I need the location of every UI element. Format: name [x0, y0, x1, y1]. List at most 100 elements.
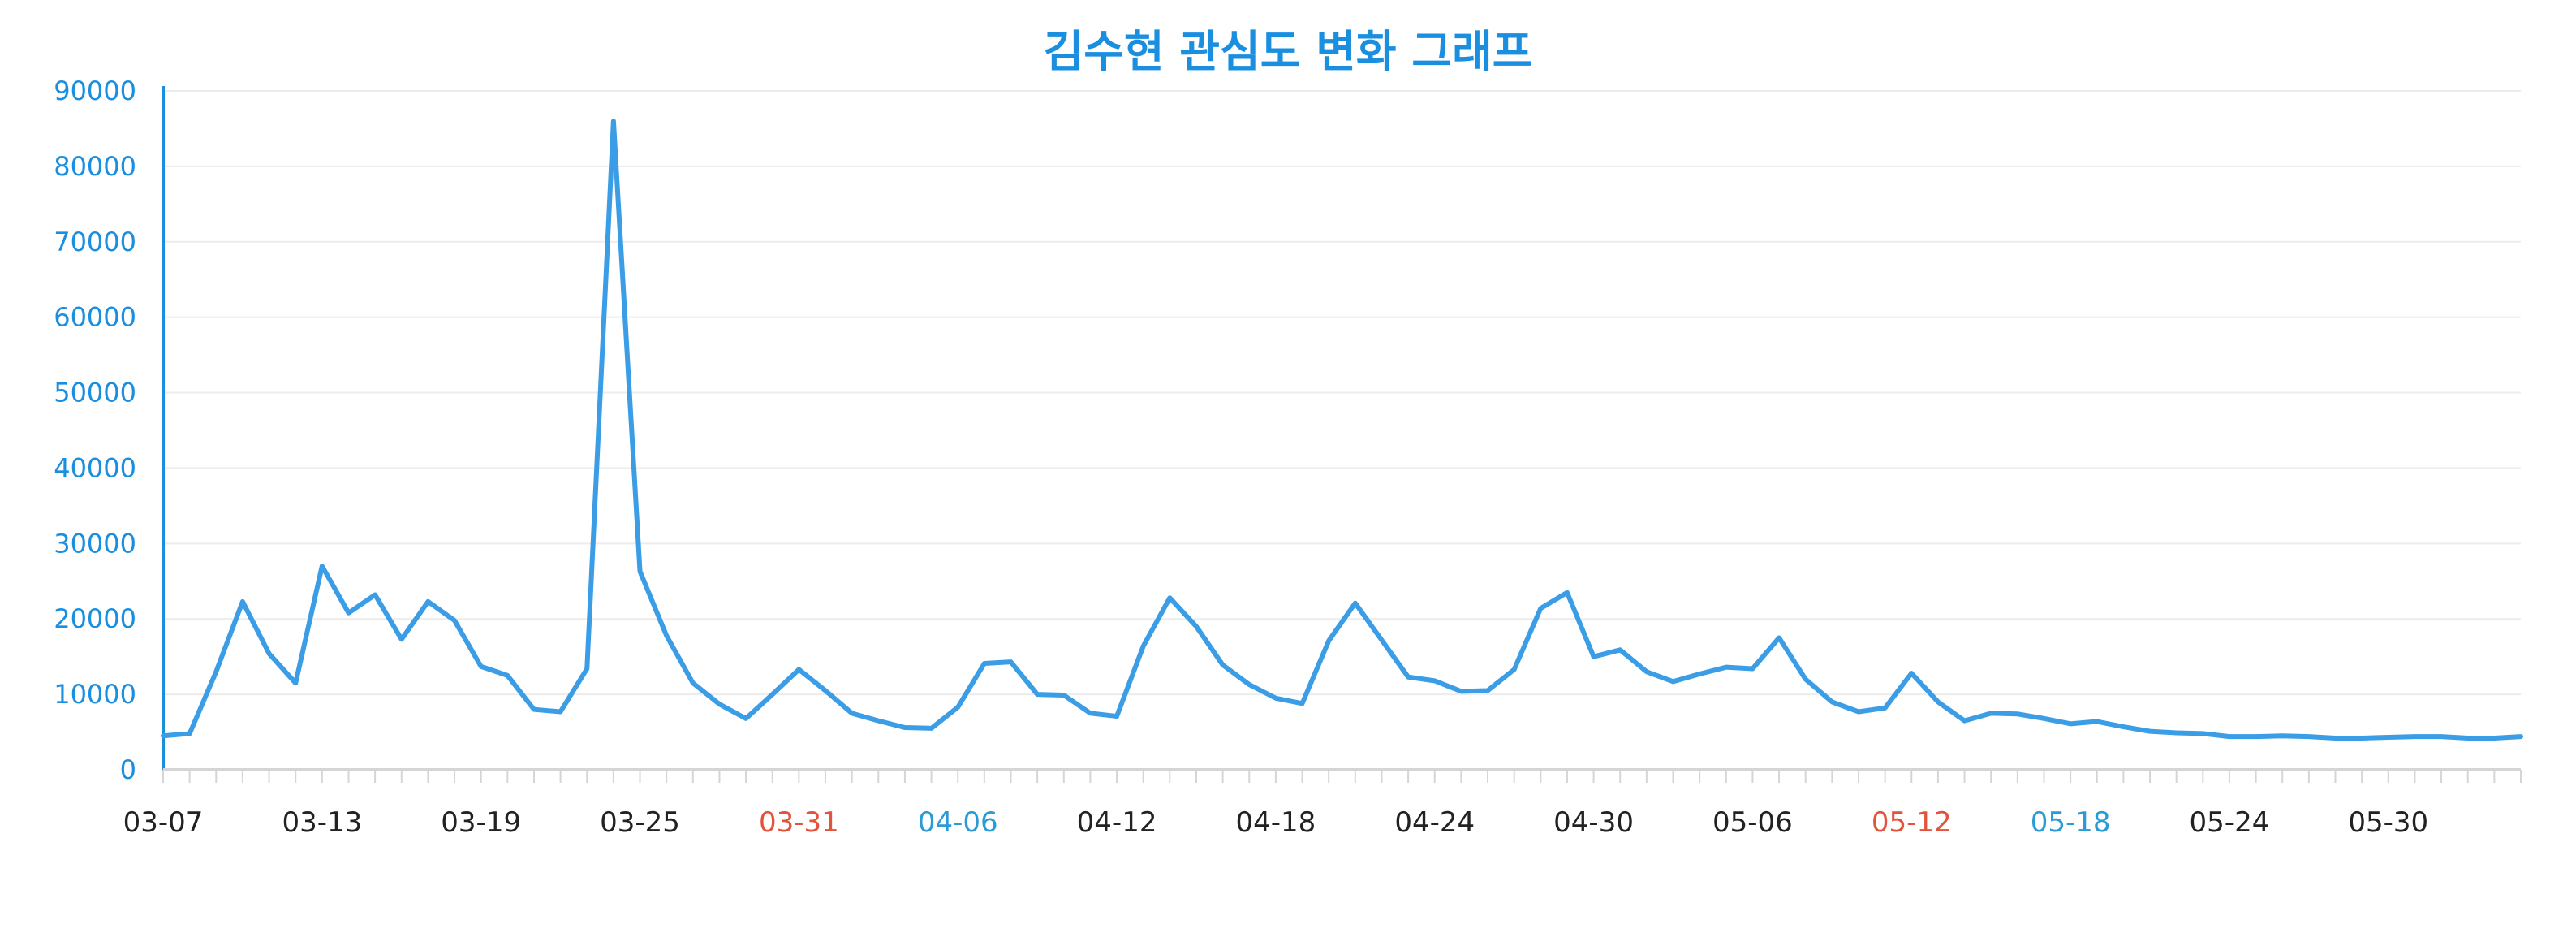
data-point [1724, 665, 1729, 670]
data-point [240, 599, 245, 604]
data-point [2492, 736, 2496, 741]
data-point [2041, 716, 2046, 721]
y-tick-label: 50000 [54, 378, 136, 408]
y-tick-label: 80000 [54, 151, 136, 182]
x-tick-label: 03-31 [759, 806, 839, 839]
data-point [1379, 637, 1384, 642]
data-point [2386, 735, 2391, 740]
data-point [2518, 734, 2523, 739]
data-point [1565, 590, 1570, 595]
data-point [691, 680, 696, 685]
x-tick-label: 05-06 [1712, 806, 1793, 839]
x-tick-label: 03-13 [282, 806, 362, 839]
data-point [1273, 696, 1278, 701]
data-point [850, 711, 855, 715]
x-tick-label: 05-18 [2031, 806, 2111, 839]
data-point [2359, 736, 2364, 741]
data-point [346, 611, 351, 616]
x-tick-label: 03-25 [600, 806, 680, 839]
grid-lines [163, 90, 2521, 696]
data-point [929, 726, 934, 731]
y-tick-label: 0 [120, 754, 136, 785]
data-point [770, 692, 775, 697]
data-point [1167, 595, 1172, 600]
data-point [1485, 688, 1490, 693]
data-point [1777, 635, 1781, 640]
data-point [1300, 701, 1305, 706]
y-tick-label: 20000 [54, 603, 136, 634]
data-point [2412, 734, 2417, 739]
data-point [2147, 729, 2152, 734]
data-point [2439, 734, 2444, 739]
data-point [479, 664, 484, 669]
data-point [2227, 734, 2232, 739]
x-tick-label: 05-12 [1872, 806, 1952, 839]
data-point [2015, 711, 2020, 716]
data-point [611, 119, 616, 123]
data-point [267, 651, 272, 656]
x-axis: 03-07 03-13 03-19 03-25 03-31 04-06 04-12 04-18… [123, 768, 2522, 839]
data-point [743, 716, 748, 721]
data-point [1750, 667, 1755, 672]
data-point [796, 667, 801, 672]
x-tick-label: 04-12 [1077, 806, 1157, 839]
data-point [2254, 734, 2259, 739]
data-point [2280, 733, 2285, 738]
data-point [955, 705, 960, 710]
data-point [161, 733, 166, 738]
data-point [2121, 724, 2126, 729]
data-point [1592, 654, 1596, 659]
data-point [1247, 682, 1251, 687]
data-point [1883, 706, 1888, 711]
data-point [902, 725, 907, 730]
data-point [1353, 601, 1358, 606]
data-point [717, 702, 722, 706]
x-tick-label: 04-06 [918, 806, 998, 839]
data-point [1062, 693, 1066, 698]
data-point [1141, 644, 1146, 649]
y-axis: 0 10000 20000 30000 40000 50000 60000 70000 8000… [54, 76, 165, 785]
data-point [823, 688, 828, 693]
data-point [1035, 692, 1040, 697]
data-point [1008, 659, 1013, 664]
data-point [425, 599, 430, 604]
y-tick-label: 40000 [54, 452, 136, 483]
y-tick-label: 30000 [54, 528, 136, 559]
data-point [1512, 667, 1517, 672]
data-point [1856, 709, 1861, 714]
x-tick-label: 03-19 [441, 806, 521, 839]
x-tick-label: 05-24 [2190, 806, 2270, 839]
data-point [1221, 663, 1226, 667]
y-tick-label: 90000 [54, 76, 136, 106]
data-point [1697, 672, 1702, 676]
data-point [2174, 730, 2179, 735]
data-point [452, 618, 457, 623]
data-point [293, 680, 298, 685]
data-point [1962, 719, 1967, 724]
y-tick-label: 60000 [54, 302, 136, 333]
data-point [638, 569, 643, 574]
y-tick-label: 10000 [54, 679, 136, 710]
data-point [1829, 699, 1834, 704]
data-point [1618, 647, 1622, 652]
x-tick-label: 05-30 [2348, 806, 2428, 839]
data-point [373, 593, 377, 598]
data-point [1988, 711, 1993, 715]
data-point [320, 564, 325, 568]
data-point [505, 673, 510, 678]
data-point [1909, 671, 1914, 676]
data-point [2200, 731, 2205, 736]
data-point [1432, 678, 1437, 683]
data-point [1458, 689, 1463, 693]
data-point [2095, 719, 2100, 724]
data-point [876, 719, 881, 724]
data-point [1538, 606, 1543, 611]
data-point [213, 669, 218, 674]
data-point [982, 661, 987, 666]
data-point [1194, 624, 1199, 629]
data-point [1671, 679, 1676, 684]
data-point [2466, 736, 2470, 741]
data-point [1803, 677, 1808, 682]
